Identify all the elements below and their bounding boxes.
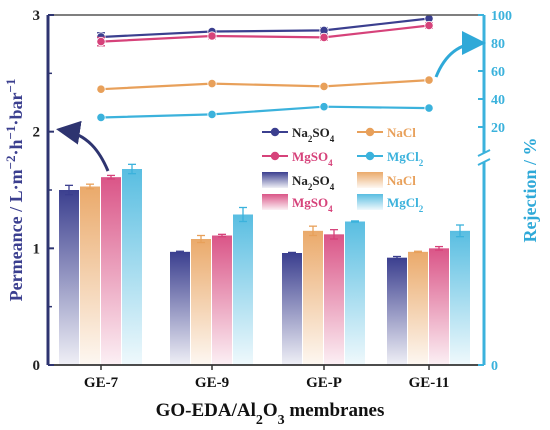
bar-mgcl2-ge-p: [345, 221, 365, 365]
point-mgso4-ge-7: [96, 36, 106, 47]
bar-nacl-ge-7: [80, 186, 100, 365]
right-tick-label-60: 60: [491, 65, 505, 80]
legend-bar-na2so4: Na2SO4: [262, 172, 335, 192]
legend-line-mgso4: MgSO4: [262, 149, 333, 168]
line-nacl: [100, 79, 430, 91]
line-mgso4: [100, 24, 430, 43]
bar-na2so4-ge-p: [282, 253, 302, 365]
left-tick-label-2: 2: [33, 125, 41, 141]
bar-mgso4-ge-11: [429, 248, 449, 365]
bar-mgso4-ge-7: [101, 177, 121, 365]
left-tick-label-3: 3: [33, 8, 41, 24]
right-tick-label-80: 80: [491, 37, 505, 52]
x-tick-label-ge-p: GE-P: [306, 375, 342, 391]
svg-text:MgCl2: MgCl2: [387, 149, 424, 168]
errorbar-mgso4-ge-11: [435, 245, 443, 251]
x-axis-title: GO-EDA/Al2O3 membranes: [156, 400, 385, 428]
point-mgso4-ge-p: [319, 32, 329, 43]
errorbar-na2so4-ge-9: [176, 250, 184, 254]
left-tick-label-1: 1: [33, 241, 41, 257]
errorbar-mgcl2-ge-9: [239, 206, 247, 223]
bar-mgso4-ge-9: [212, 235, 232, 365]
axis-break-mark: [477, 149, 491, 166]
bar-na2so4-ge-9: [170, 251, 190, 365]
line-na2so4: [100, 17, 430, 39]
bar-na2so4-ge-11: [387, 257, 407, 365]
errorbar-nacl-ge-11: [414, 250, 422, 254]
bar-mgcl2-ge-7: [122, 169, 142, 365]
errorbar-na2so4-ge-11: [393, 255, 401, 260]
errorbar-nacl-ge-7: [86, 183, 94, 190]
svg-text:Na2SO4: Na2SO4: [292, 173, 335, 192]
lines-layer: [96, 13, 434, 123]
errorbar-mgcl2-ge-p: [351, 220, 359, 223]
errorbar-nacl-ge-9: [197, 234, 205, 244]
point-mgcl2-ge-11: [424, 103, 434, 113]
errorbar-mgcl2-ge-11: [456, 224, 464, 238]
svg-text:MgSO4: MgSO4: [292, 149, 333, 168]
x-tick-label-ge-9: GE-9: [195, 375, 229, 391]
legend-bar-mgcl2: MgCl2: [357, 194, 424, 214]
point-nacl-ge-11: [424, 75, 434, 85]
bar-mgso4-ge-p: [324, 234, 344, 365]
right-arrow-annotation: [434, 31, 486, 78]
right-tick-label-20: 20: [491, 121, 505, 136]
legend-line-na2so4: Na2SO4: [262, 125, 335, 144]
svg-text:Na2SO4: Na2SO4: [292, 125, 335, 144]
svg-text:NaCl: NaCl: [387, 125, 416, 140]
errorbar-mgso4-ge-9: [218, 233, 226, 238]
line-mgcl2: [100, 105, 430, 119]
point-mgso4-ge-9: [207, 31, 217, 41]
bar-mgcl2-ge-9: [233, 214, 253, 365]
point-mgcl2-ge-p: [319, 102, 329, 112]
right-tick-label-40: 40: [491, 93, 505, 108]
bar-na2so4-ge-7: [59, 190, 79, 365]
errorbar-mgcl2-ge-7: [128, 163, 136, 175]
bar-nacl-ge-p: [303, 230, 323, 365]
right-tick-label-0: 0: [491, 359, 498, 374]
svg-text:NaCl: NaCl: [387, 173, 416, 188]
left-tick-label-0: 0: [33, 358, 41, 374]
bar-mgcl2-ge-11: [450, 230, 470, 365]
point-nacl-ge-9: [207, 79, 217, 89]
legend-line-mgcl2: MgCl2: [357, 149, 424, 168]
errorbar-na2so4-ge-7: [65, 184, 73, 196]
bar-nacl-ge-11: [408, 251, 428, 365]
errorbar-na2so4-ge-p: [288, 251, 296, 255]
point-nacl-ge-p: [319, 81, 329, 92]
bars-layer: [59, 163, 470, 365]
x-tick-label-ge-11: GE-11: [409, 375, 450, 391]
point-mgcl2-ge-9: [207, 109, 217, 120]
legend-line-nacl: NaCl: [357, 125, 416, 140]
point-nacl-ge-7: [96, 84, 106, 94]
left-arrow-annotation: [56, 120, 110, 172]
errorbar-nacl-ge-p: [309, 225, 317, 237]
errorbar-mgso4-ge-p: [330, 229, 338, 240]
legend: Na2SO4 NaCl MgSO4 MgCl2 Na2SO4 NaCl MgSO4 MgCl2: [262, 125, 424, 214]
y-axis-left-title: Permeance / L·m−2·h−1·bar−1: [3, 79, 27, 302]
right-tick-label-100: 100: [491, 9, 512, 24]
errorbar-mgso4-ge-7: [107, 174, 115, 180]
bar-nacl-ge-9: [191, 239, 211, 365]
axes-layer: 0 1 2 3 0 20 40 60 80 100 GE-7 GE-9 GE-P GE-11: [33, 8, 513, 391]
x-tick-label-ge-7: GE-7: [84, 375, 119, 391]
svg-text:MgSO4: MgSO4: [292, 195, 333, 214]
y-axis-right-title: Rejection / %: [520, 138, 540, 243]
point-mgcl2-ge-7: [96, 112, 106, 123]
legend-bar-nacl: NaCl: [357, 172, 416, 188]
legend-bar-mgso4: MgSO4: [262, 194, 333, 214]
svg-text:MgCl2: MgCl2: [387, 195, 424, 214]
point-mgso4-ge-11: [424, 20, 434, 31]
